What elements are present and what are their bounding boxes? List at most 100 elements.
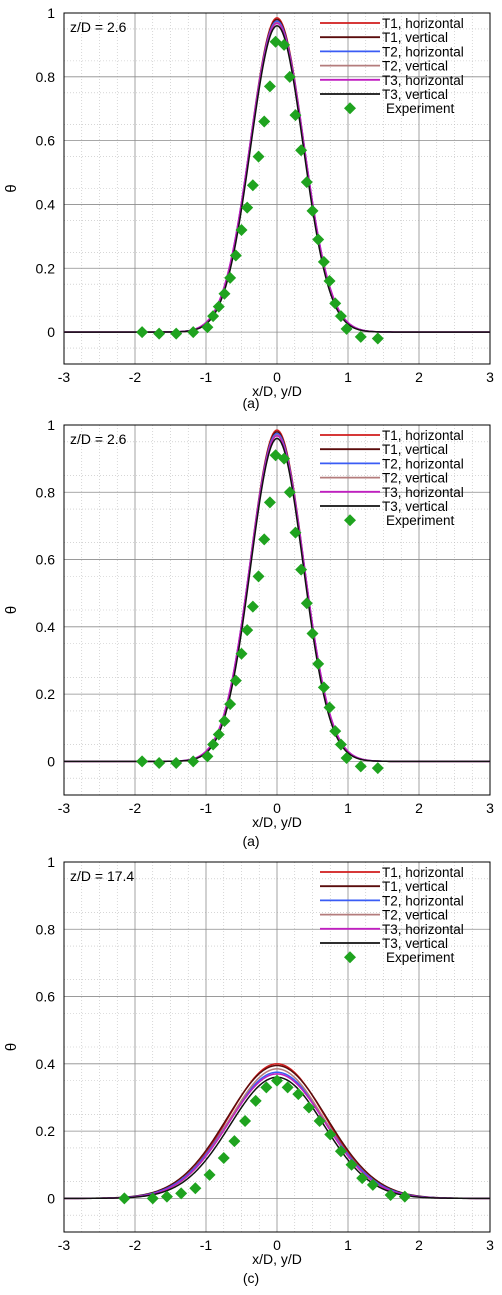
x-tick-label: 0	[273, 800, 281, 816]
experiment-point	[292, 1088, 305, 1101]
x-tick-label: 2	[415, 369, 423, 385]
legend-label: Experiment	[386, 101, 455, 116]
experiment-point	[239, 1115, 252, 1127]
x-tick-label: -1	[200, 369, 213, 385]
legend-label: T3, vertical	[382, 936, 448, 951]
experiment-point	[371, 762, 384, 775]
chart-panel-2: -3 -2 -1 0 1 2 3 0 0.2 0.4 0.6 0.8 1 x/D, y/D θ z/D = 2…	[3, 417, 494, 830]
panel-annotation: z/D = 2.6	[70, 19, 127, 35]
experiment-point	[212, 728, 225, 741]
experiment-point	[201, 321, 214, 334]
experiment-point	[317, 255, 330, 268]
x-tick-label: 1	[344, 1237, 352, 1253]
experiment-point	[235, 223, 248, 236]
experiment-point	[160, 1190, 173, 1203]
x-tick-label: -3	[58, 800, 71, 816]
experiment-point	[252, 570, 265, 583]
y-axis-label: θ	[3, 1043, 20, 1051]
x-tick-label: -2	[129, 1237, 142, 1253]
experiment-point	[278, 452, 291, 465]
experiment-point	[224, 698, 237, 711]
legend-label: T2, horizontal	[382, 44, 464, 59]
x-axis-label: x/D, y/D	[252, 1251, 302, 1267]
experiment-point	[334, 310, 347, 323]
experiment-point	[212, 300, 225, 313]
experiment-point	[153, 327, 166, 340]
chart-panel-3: -3 -2 -1 0 1 2 3 0 0.2 0.4 0.6 0.8 1 x/D, y/D θ z/D = 1…	[3, 854, 494, 1267]
experiment-point	[170, 327, 183, 340]
y-tick-label: 0.4	[36, 619, 56, 635]
y-tick-label: 0.4	[36, 1056, 56, 1072]
experiment-markers	[136, 449, 384, 775]
experiment-point	[207, 310, 220, 323]
experiment-point	[263, 496, 276, 509]
experiment-point	[258, 533, 271, 546]
experiment-point	[323, 275, 336, 288]
experiment-point	[329, 725, 342, 738]
legend-label: T1, vertical	[382, 879, 448, 894]
y-tick-label: 0.6	[36, 133, 56, 149]
x-tick-label: 0	[273, 369, 281, 385]
experiment-point	[218, 715, 231, 727]
legend-label: T1, vertical	[382, 442, 448, 457]
legend-label: T2, horizontal	[382, 456, 464, 471]
plot-frame	[63, 12, 491, 365]
experiment-point	[312, 657, 325, 670]
experiment-point	[281, 1081, 294, 1094]
x-axis-label: x/D, y/D	[252, 383, 302, 399]
experiment-point	[217, 1152, 230, 1164]
legend-marker	[344, 951, 356, 964]
x-tick-label: 2	[415, 1237, 423, 1253]
experiment-point	[317, 681, 330, 694]
experiment-point	[224, 271, 237, 284]
plot-frame	[63, 424, 491, 796]
experiment-point	[340, 752, 353, 764]
experiment-point	[201, 750, 214, 763]
experiment-point	[329, 297, 342, 310]
x-tick-label: 2	[415, 800, 423, 816]
experiment-point	[241, 201, 254, 214]
x-tick-label: -2	[129, 369, 142, 385]
experiment-point	[345, 1158, 358, 1171]
experiment-point	[189, 1182, 202, 1195]
legend-label: T3, vertical	[382, 499, 448, 514]
experiment-point	[136, 755, 149, 768]
experiment-point	[354, 330, 367, 343]
x-tick-label: 0	[273, 1237, 281, 1253]
experiment-point	[146, 1192, 159, 1205]
experiment-markers	[136, 35, 384, 345]
experiment-point	[323, 701, 336, 714]
experiment-point	[229, 674, 242, 687]
y-tick-label: 1	[47, 417, 55, 433]
y-tick-label: 1	[47, 5, 55, 21]
legend-marker	[344, 102, 356, 115]
series-line	[64, 437, 490, 763]
experiment-point	[371, 332, 384, 345]
y-axis-label: θ	[3, 184, 20, 192]
legend-label: T3, vertical	[382, 87, 448, 102]
experiment-point	[263, 80, 276, 93]
x-tick-label: -3	[58, 369, 71, 385]
legend-label: T2, vertical	[382, 59, 448, 74]
experiment-point	[334, 1145, 347, 1158]
legend-label: T3, horizontal	[382, 485, 464, 500]
experiment-point	[398, 1190, 411, 1203]
legend-label: T1, horizontal	[382, 428, 464, 443]
experiment-point	[313, 1115, 326, 1127]
y-axis-label: θ	[3, 606, 20, 614]
x-tick-label: 1	[344, 800, 352, 816]
x-tick-label: -2	[129, 800, 142, 816]
plot-frame	[63, 861, 491, 1233]
experiment-point	[289, 109, 302, 122]
experiment-point	[170, 757, 183, 770]
legend-label: T3, horizontal	[382, 73, 464, 88]
experiment-point	[153, 757, 166, 770]
legend-label: T2, horizontal	[382, 893, 464, 908]
y-tick-label: 0.8	[36, 921, 56, 937]
experiment-point	[175, 1187, 188, 1200]
experiment-point	[278, 38, 291, 51]
caption-panel-2: (a)	[242, 833, 260, 849]
experiment-point	[366, 1178, 379, 1191]
experiment-point	[187, 755, 200, 768]
